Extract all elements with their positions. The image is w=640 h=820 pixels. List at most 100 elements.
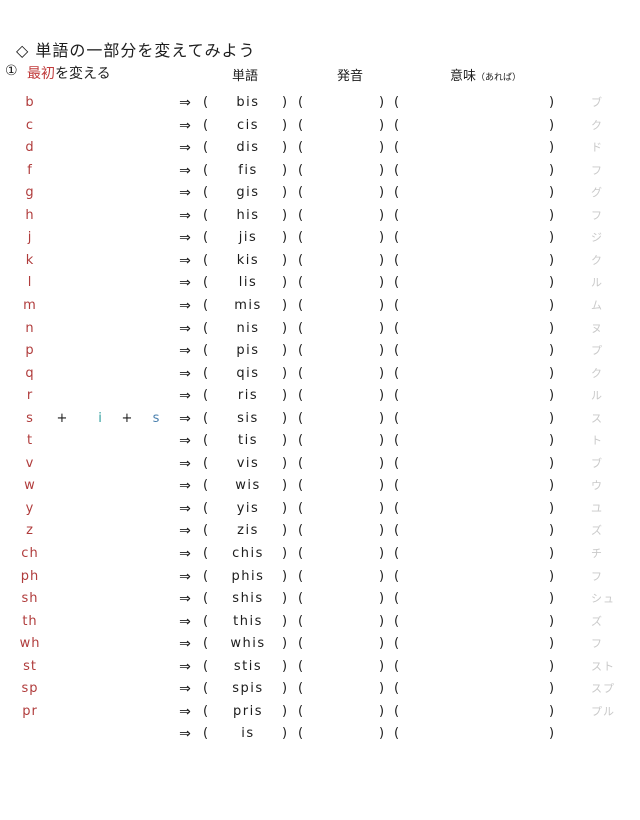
kana-hint: プ — [591, 344, 603, 358]
paren-open: ( — [394, 207, 400, 223]
paren-close: ) — [282, 140, 288, 156]
paren-open: ( — [394, 185, 400, 201]
word-text: fis — [238, 162, 258, 178]
word-row: ⇒ (is) () () — [0, 724, 640, 746]
prefix-letter: d — [25, 140, 35, 156]
kana-hint: ト — [591, 434, 603, 448]
paren-open: ( — [203, 275, 209, 291]
kana-hint: ク — [591, 118, 603, 132]
paren-close: ) — [549, 613, 555, 629]
word-text: tis — [238, 433, 258, 449]
paren-close: ) — [549, 140, 555, 156]
paren-close: ) — [379, 433, 385, 449]
kana-hint: ジ — [591, 231, 603, 245]
kana-hint: フ — [591, 569, 603, 583]
paren-close: ) — [549, 95, 555, 110]
word-text: kis — [236, 252, 260, 268]
kana-hint: グ — [591, 186, 603, 200]
paren-open: ( — [394, 613, 400, 629]
paren-close: ) — [379, 207, 385, 223]
paren-close: ) — [549, 455, 555, 471]
paren-open: ( — [394, 591, 400, 607]
word-text: his — [236, 207, 260, 223]
word-text: zis — [237, 523, 259, 539]
word-row: st ⇒ (stis) () () スト — [0, 657, 640, 679]
word-row: k ⇒ (kis) () () ク — [0, 251, 640, 273]
kana-hint: ヌ — [591, 321, 603, 335]
paren-open: ( — [298, 546, 304, 561]
paren-open: ( — [298, 275, 304, 291]
paren-open: ( — [203, 546, 209, 561]
prefix-letter: k — [25, 252, 35, 268]
paren-open: ( — [203, 410, 209, 426]
paren-open: ( — [394, 455, 400, 471]
paren-open: ( — [394, 546, 400, 561]
paren-open: ( — [394, 523, 400, 539]
paren-close: ) — [379, 185, 385, 201]
section-header: ① 最初を変える 単語 発音 意味（あれば） — [0, 63, 640, 85]
prefix-letter: ph — [20, 568, 40, 584]
word-row: w ⇒ (wis) () () ウ — [0, 476, 640, 498]
column-header-word: 単語 — [232, 69, 259, 84]
arrow-icon: ⇒ — [179, 252, 191, 269]
arrow-icon: ⇒ — [179, 681, 191, 698]
paren-open: ( — [203, 568, 209, 584]
paren-close: ) — [549, 207, 555, 223]
paren-open: ( — [203, 703, 209, 719]
paren-close: ) — [549, 297, 555, 313]
word-row: c ⇒ (cis) () () ク — [0, 116, 640, 138]
paren-close: ) — [379, 320, 385, 336]
word-row: g ⇒ (gis) () () グ — [0, 183, 640, 205]
prefix-letter: g — [25, 185, 35, 201]
paren-close: ) — [549, 388, 555, 404]
word-text: sis — [237, 410, 259, 426]
paren-open: ( — [298, 433, 304, 449]
word-text: is — [241, 726, 255, 742]
word-text: bis — [236, 95, 260, 110]
prefix-letter: sp — [21, 681, 39, 697]
arrow-icon: ⇒ — [179, 207, 191, 224]
paren-open: ( — [394, 95, 400, 110]
kana-hint: ル — [591, 389, 603, 403]
arrow-icon: ⇒ — [179, 703, 191, 720]
word-row: p ⇒ (pis) () () プ — [0, 341, 640, 363]
prefix-letter: h — [25, 207, 35, 223]
prefix-letter: y — [25, 500, 35, 516]
kana-hint: ズ — [591, 524, 603, 538]
paren-close: ) — [549, 478, 555, 494]
prefix-letter: p — [25, 343, 35, 359]
paren-open: ( — [203, 613, 209, 629]
prefix-letter: wh — [19, 636, 41, 652]
kana-hint: プル — [591, 704, 615, 718]
kana-hint: ズ — [591, 614, 603, 628]
arrow-icon: ⇒ — [179, 343, 191, 360]
paren-open: ( — [394, 365, 400, 381]
prefix-letter: c — [25, 117, 35, 133]
word-text: pis — [236, 343, 260, 359]
word-text: qis — [236, 365, 260, 381]
prefix-letter: f — [27, 162, 33, 178]
paren-close: ) — [282, 207, 288, 223]
paren-open: ( — [203, 726, 209, 742]
insert-vowel: i — [98, 410, 102, 426]
word-row: pr ⇒ (pris) () () プル — [0, 702, 640, 724]
paren-open: ( — [394, 703, 400, 719]
paren-open: ( — [298, 230, 304, 246]
paren-open: ( — [298, 140, 304, 156]
paren-open: ( — [394, 252, 400, 268]
word-row: h ⇒ (his) () () フ — [0, 206, 640, 228]
paren-close: ) — [379, 388, 385, 404]
word-row: n ⇒ (nis) () () ヌ — [0, 319, 640, 341]
paren-close: ) — [379, 703, 385, 719]
paren-close: ) — [549, 343, 555, 359]
section-number: ① — [5, 63, 18, 79]
prefix-letter: st — [23, 658, 37, 674]
paren-close: ) — [379, 546, 385, 561]
paren-open: ( — [298, 658, 304, 674]
paren-close: ) — [282, 297, 288, 313]
paren-open: ( — [298, 703, 304, 719]
paren-open: ( — [203, 388, 209, 404]
paren-open: ( — [394, 343, 400, 359]
paren-open: ( — [394, 478, 400, 494]
prefix-letter: th — [22, 613, 38, 629]
